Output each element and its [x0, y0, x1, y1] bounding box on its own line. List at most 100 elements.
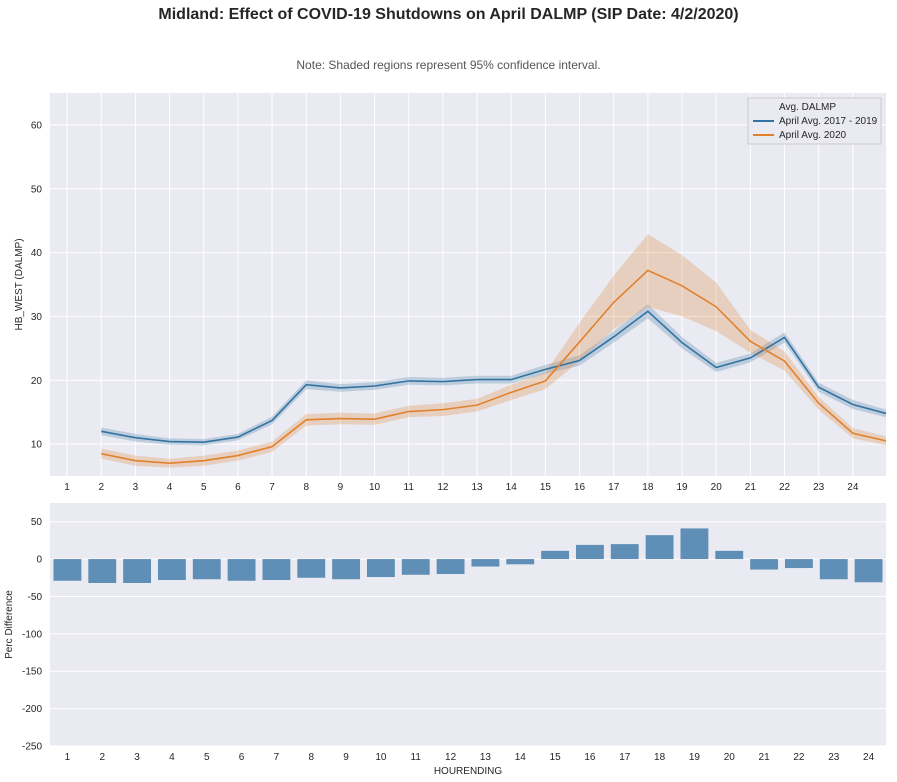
y-tick-label: 20 [31, 376, 43, 387]
x-tick-label: 15 [550, 752, 562, 763]
x-tick-label: 23 [813, 482, 825, 493]
confidence-band-1 [101, 234, 887, 468]
x-tick-label: 24 [847, 482, 859, 493]
bar-5 [192, 559, 221, 580]
bar-10 [366, 559, 395, 578]
x-tick-label: 20 [724, 752, 736, 763]
y-axis-label: HB_WEST (DALMP) [14, 238, 25, 330]
figure-note: Note: Shaded regions represent 95% confi… [296, 58, 601, 72]
x-tick-label: 7 [269, 482, 275, 493]
x-tick-label: 7 [274, 752, 280, 763]
x-tick-label: 3 [134, 752, 140, 763]
x-tick-label: 12 [445, 752, 457, 763]
x-tick-label: 6 [239, 752, 245, 763]
bar-16 [575, 544, 604, 560]
x-tick-label: 6 [235, 482, 241, 493]
x-tick-label: 20 [711, 482, 723, 493]
x-tick-label: 13 [471, 482, 483, 493]
x-tick-label: 1 [64, 482, 70, 493]
series-line-0 [101, 310, 887, 443]
x-axis-label: HOURENDING [434, 766, 503, 777]
y-tick-label: 40 [31, 248, 43, 259]
x-tick-label: 22 [779, 482, 791, 493]
y-tick-label: 60 [31, 120, 43, 131]
x-tick-label: 13 [480, 752, 492, 763]
legend-title: Avg. DALMP [779, 102, 836, 113]
y-tick-label: 30 [31, 312, 43, 323]
x-tick-label: 24 [863, 752, 875, 763]
bar-6 [227, 559, 256, 581]
x-tick-label: 19 [676, 482, 688, 493]
figure-title: Midland: Effect of COVID-19 Shutdowns on… [158, 6, 739, 23]
x-tick-label: 5 [201, 482, 207, 493]
legend-entry: April Avg. 2017 - 2019 [779, 116, 878, 127]
x-tick-label: 2 [99, 752, 105, 763]
x-tick-label: 16 [584, 752, 596, 763]
x-tick-label: 10 [375, 752, 387, 763]
bar-3 [123, 559, 152, 584]
x-tick-label: 9 [338, 482, 344, 493]
x-tick-label: 18 [654, 752, 666, 763]
bar-13 [471, 559, 500, 567]
bar-1 [53, 559, 82, 581]
y-tick-label: -250 [22, 742, 42, 753]
y-tick-label: 10 [31, 440, 43, 451]
x-tick-label: 19 [689, 752, 701, 763]
bar-15 [541, 550, 570, 560]
x-tick-label: 23 [828, 752, 840, 763]
line-plot-area [50, 93, 886, 476]
y-tick-label: -100 [22, 629, 42, 640]
bar-19 [680, 528, 709, 560]
bar-17 [610, 544, 639, 560]
bar-20 [715, 550, 744, 560]
x-tick-label: 11 [411, 752, 422, 763]
y-axis-label: Perc Difference [4, 590, 15, 659]
y-tick-label: 50 [31, 184, 43, 195]
x-tick-label: 14 [515, 752, 527, 763]
bar-14 [506, 559, 535, 565]
bar-9 [332, 559, 361, 580]
x-tick-label: 21 [745, 482, 757, 493]
x-tick-label: 15 [540, 482, 552, 493]
y-tick-label: -50 [28, 592, 43, 603]
x-tick-label: 16 [574, 482, 586, 493]
bar-22 [784, 559, 813, 569]
bar-24 [854, 559, 883, 583]
x-tick-label: 17 [608, 482, 620, 493]
x-tick-label: 3 [133, 482, 139, 493]
y-tick-label: -150 [22, 667, 42, 678]
bar-8 [297, 559, 326, 578]
bar-23 [819, 559, 848, 580]
bar-18 [645, 535, 674, 560]
x-tick-label: 2 [98, 482, 104, 493]
bar-21 [750, 559, 779, 570]
bar-7 [262, 559, 291, 581]
x-tick-label: 5 [204, 752, 210, 763]
x-tick-label: 18 [642, 482, 654, 493]
x-tick-label: 17 [619, 752, 631, 763]
y-tick-label: -200 [22, 704, 42, 715]
bar-12 [436, 559, 465, 575]
y-tick-label: 0 [36, 555, 42, 566]
x-tick-label: 12 [437, 482, 449, 493]
y-tick-label: 50 [31, 517, 43, 528]
bar-11 [401, 559, 430, 575]
x-tick-label: 14 [506, 482, 518, 493]
series-line-1 [101, 269, 887, 465]
legend-entry: April Avg. 2020 [779, 130, 847, 141]
bar-2 [88, 559, 117, 584]
bar-4 [157, 559, 186, 581]
x-tick-label: 4 [167, 482, 173, 493]
bar-plot-area [50, 503, 886, 746]
x-tick-label: 4 [169, 752, 175, 763]
x-tick-label: 8 [303, 482, 309, 493]
x-tick-label: 11 [404, 482, 415, 493]
x-tick-label: 21 [759, 752, 771, 763]
x-tick-label: 1 [65, 752, 71, 763]
x-tick-label: 9 [343, 752, 349, 763]
x-tick-label: 10 [369, 482, 381, 493]
x-tick-label: 22 [793, 752, 805, 763]
x-tick-label: 8 [308, 752, 314, 763]
